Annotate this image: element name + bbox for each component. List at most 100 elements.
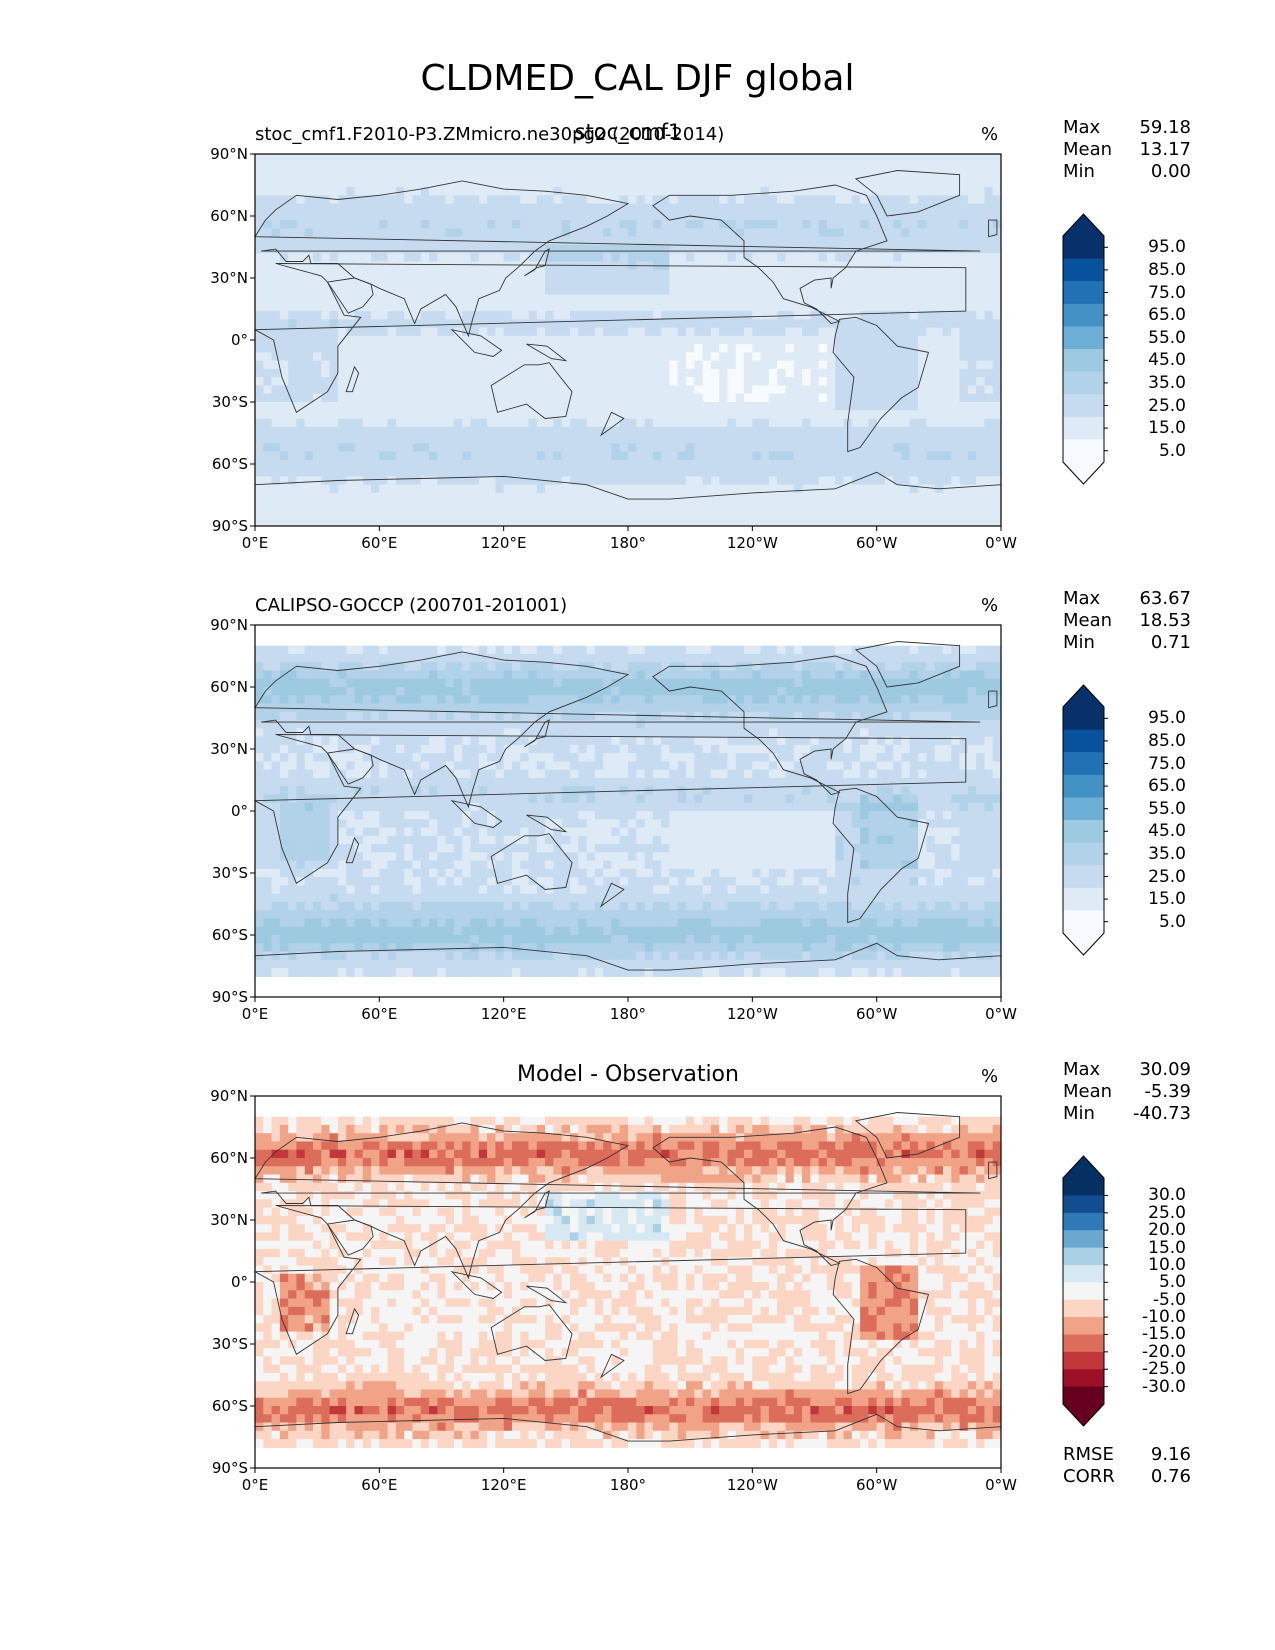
- lon-tick-label: 60°E: [361, 534, 398, 552]
- lon-tick-label: 120°W: [726, 534, 778, 552]
- contour-field: [255, 1116, 1001, 1448]
- colorbar-tick-label: 15.0: [1148, 1237, 1186, 1258]
- colorbar-tick-label: 30.0: [1148, 1185, 1186, 1206]
- lat-tick-label: 0°: [230, 1273, 248, 1291]
- stat-value: -5.39: [1144, 1081, 1191, 1102]
- lon-tick-label: 60°W: [855, 1476, 898, 1494]
- colorbar-tick-label: 5.0: [1158, 911, 1186, 932]
- stat-value: 0.71: [1150, 632, 1191, 653]
- colorbar-tick-label: 75.0: [1148, 753, 1186, 774]
- lon-tick-label: 180°: [609, 1476, 647, 1494]
- stat-label: Min: [1063, 632, 1095, 653]
- stat-row-min: Min 0.00: [1063, 161, 1191, 183]
- lat-tick-label: 60°S: [211, 1397, 248, 1415]
- coastlines: [255, 1112, 1001, 1468]
- lat-tick-label: 30°S: [211, 1335, 248, 1353]
- stat-row-min: Min 0.71: [1063, 632, 1191, 654]
- lon-tick-label: 120°E: [480, 534, 527, 552]
- colorbar-tick-label: -25.0: [1142, 1359, 1186, 1380]
- stat-row-rmse: RMSE 9.16: [1063, 1444, 1191, 1466]
- contour-field: [255, 645, 1001, 977]
- stat-label: RMSE: [1063, 1444, 1114, 1465]
- lon-tick-label: 0°E: [241, 534, 269, 552]
- lon-tick-label: 60°E: [361, 1476, 398, 1494]
- units-label: %: [981, 595, 999, 616]
- panel-left-title: stoc_cmf1.F2010-P3.ZMmicro.ne30pg2 (2010…: [255, 124, 725, 145]
- lon-tick-label: 60°W: [855, 534, 898, 552]
- colorbar-tick-label: 95.0: [1148, 708, 1186, 729]
- colorbar-tick-label: 20.0: [1148, 1220, 1186, 1241]
- colorbar: [1062, 213, 1108, 485]
- colorbar-tick-label: 55.0: [1148, 798, 1186, 819]
- lat-tick-label: 30°N: [210, 740, 248, 758]
- colorbar-tick-label: 85.0: [1148, 730, 1186, 751]
- lat-tick-label: 30°S: [211, 864, 248, 882]
- stat-value: 63.67: [1139, 588, 1191, 609]
- panel-left-title: CALIPSO-GOCCP (200701-201001): [255, 595, 568, 616]
- colorbar-tick-label: 15.0: [1148, 889, 1186, 910]
- colorbar-tick-label: 45.0: [1148, 821, 1186, 842]
- map-panel-3: [250, 1095, 1002, 1473]
- lat-tick-label: 0°: [230, 802, 248, 820]
- panel-center-title: stoc_cmf1: [574, 120, 682, 144]
- colorbar-tick-label: 5.0: [1158, 440, 1186, 461]
- lon-tick-label: 60°E: [361, 1005, 398, 1023]
- colorbar-tick-label: -10.0: [1142, 1307, 1186, 1328]
- coastlines: [255, 170, 1001, 526]
- colorbar-tick-label: 55.0: [1148, 327, 1186, 348]
- lat-tick-label: 90°S: [211, 988, 248, 1006]
- lat-tick-label: 60°N: [210, 1149, 248, 1167]
- colorbar: [1062, 1155, 1108, 1427]
- colorbar-tick-label: -30.0: [1142, 1376, 1186, 1397]
- colorbar-tick-label: -15.0: [1142, 1324, 1186, 1345]
- contour-field: [255, 154, 1001, 526]
- units-label: %: [981, 1066, 999, 1087]
- colorbar-tick-label: -5.0: [1152, 1289, 1186, 1310]
- stat-label: Mean: [1063, 610, 1113, 631]
- stat-row-corr: CORR 0.76: [1063, 1466, 1191, 1488]
- lat-tick-label: 30°S: [211, 393, 248, 411]
- lon-tick-label: 180°: [609, 534, 647, 552]
- stat-value: 13.17: [1139, 139, 1191, 160]
- colorbar-tick-label: 15.0: [1148, 418, 1186, 439]
- stat-row-max: Max 59.18: [1063, 117, 1191, 139]
- stat-value: 9.16: [1150, 1444, 1191, 1465]
- stat-value: -40.73: [1132, 1103, 1191, 1124]
- stat-label: Mean: [1063, 1081, 1113, 1102]
- colorbar-tick-label: -20.0: [1142, 1341, 1186, 1362]
- lat-tick-label: 60°N: [210, 207, 248, 225]
- stat-row-min: Min -40.73: [1063, 1103, 1191, 1125]
- stat-label: CORR: [1063, 1466, 1115, 1487]
- lon-tick-label: 0°W: [985, 1476, 1017, 1494]
- lat-tick-label: 30°N: [210, 1211, 248, 1229]
- colorbar-tick-label: 25.0: [1148, 866, 1186, 887]
- colorbar: [1062, 684, 1108, 956]
- lat-tick-label: 90°S: [211, 517, 248, 535]
- stat-label: Max: [1063, 117, 1101, 138]
- stat-value: 0.00: [1150, 161, 1191, 182]
- stat-value: 0.76: [1150, 1466, 1191, 1487]
- stat-label: Mean: [1063, 139, 1113, 160]
- lon-tick-label: 120°W: [726, 1476, 778, 1494]
- stat-row-mean: Mean -5.39: [1063, 1081, 1191, 1103]
- colorbar-tick-label: 85.0: [1148, 259, 1186, 280]
- units-label: %: [981, 124, 999, 145]
- lon-tick-label: 0°W: [985, 1005, 1017, 1023]
- lon-tick-label: 0°E: [241, 1005, 269, 1023]
- lat-tick-label: 60°S: [211, 455, 248, 473]
- stat-value: 30.09: [1139, 1059, 1191, 1080]
- panel-center-title: Model - Observation: [517, 1062, 739, 1087]
- colorbar-tick-label: 65.0: [1148, 776, 1186, 797]
- lat-tick-label: 60°N: [210, 678, 248, 696]
- lat-tick-label: 90°S: [211, 1459, 248, 1477]
- lon-tick-label: 0°E: [241, 1476, 269, 1494]
- lat-tick-label: 90°N: [210, 616, 248, 634]
- map-panel-1: [250, 153, 1002, 531]
- stat-row-mean: Mean 13.17: [1063, 139, 1191, 161]
- lat-tick-label: 0°: [230, 331, 248, 349]
- lon-tick-label: 0°W: [985, 534, 1017, 552]
- figure-title: CLDMED_CAL DJF global: [420, 58, 855, 99]
- colorbar-tick-label: 10.0: [1148, 1254, 1186, 1275]
- lon-tick-label: 120°E: [480, 1476, 527, 1494]
